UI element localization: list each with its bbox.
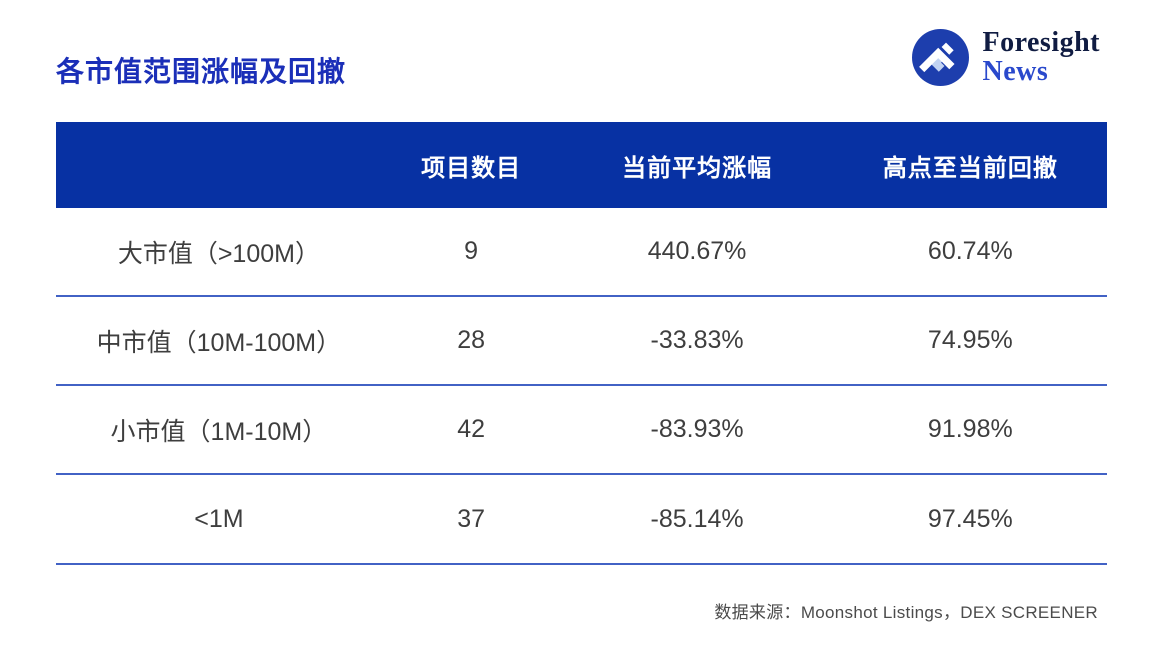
header-cell-drawdown: 高点至当前回撤 [882, 154, 1058, 182]
row-avg-gain: -33.83% [650, 326, 744, 354]
table-header-row: 项目数目 当前平均涨幅 高点至当前回撤 [56, 122, 1107, 208]
foresight-news-logo: Foresight News [912, 27, 1100, 87]
wordmark-news: News [982, 55, 1049, 87]
row-drawdown: 97.45% [927, 504, 1013, 533]
table-row-micro-cap: <1M 37 -85.14% 97.45% [56, 475, 1107, 565]
row-drawdown: 91.98% [927, 415, 1013, 443]
foresight-logo-icon [912, 29, 970, 87]
wordmark-foresight: Foresight [982, 27, 1100, 58]
row-count: 28 [457, 326, 486, 354]
row-count: 37 [457, 504, 486, 533]
row-label: <1M [194, 504, 244, 533]
row-label: 大市值（>100M） [117, 239, 320, 268]
row-count: 42 [457, 415, 486, 443]
page-title: 各市值范围涨幅及回撤 [56, 56, 347, 87]
row-count: 9 [464, 237, 479, 265]
row-avg-gain: 440.67% [647, 237, 747, 265]
row-avg-gain: -83.93% [650, 415, 744, 443]
header-cell-project-count: 项目数目 [421, 154, 522, 182]
row-avg-gain: -85.14% [650, 504, 744, 533]
table-row-small-cap: 小市值（1M-10M） 42 -83.93% 91.98% [56, 386, 1107, 475]
foresight-news-wordmark: Foresight News [982, 27, 1100, 87]
row-drawdown: 60.74% [927, 237, 1013, 265]
market-cap-table: 项目数目 当前平均涨幅 高点至当前回撤 大市值（>100M） 9 440.67%… [56, 122, 1107, 565]
row-drawdown: 74.95% [927, 326, 1013, 354]
row-label: 中市值（10M-100M） [96, 328, 342, 357]
table-row-mid-cap: 中市值（10M-100M） 28 -33.83% 74.95% [56, 297, 1107, 386]
row-label: 小市值（1M-10M） [110, 417, 328, 446]
data-source-note: 数据来源：Moonshot Listings，DEX SCREENER [714, 603, 1098, 622]
table-row-large-cap: 大市值（>100M） 9 440.67% 60.74% [56, 208, 1107, 297]
header-cell-avg-gain: 当前平均涨幅 [622, 154, 773, 182]
